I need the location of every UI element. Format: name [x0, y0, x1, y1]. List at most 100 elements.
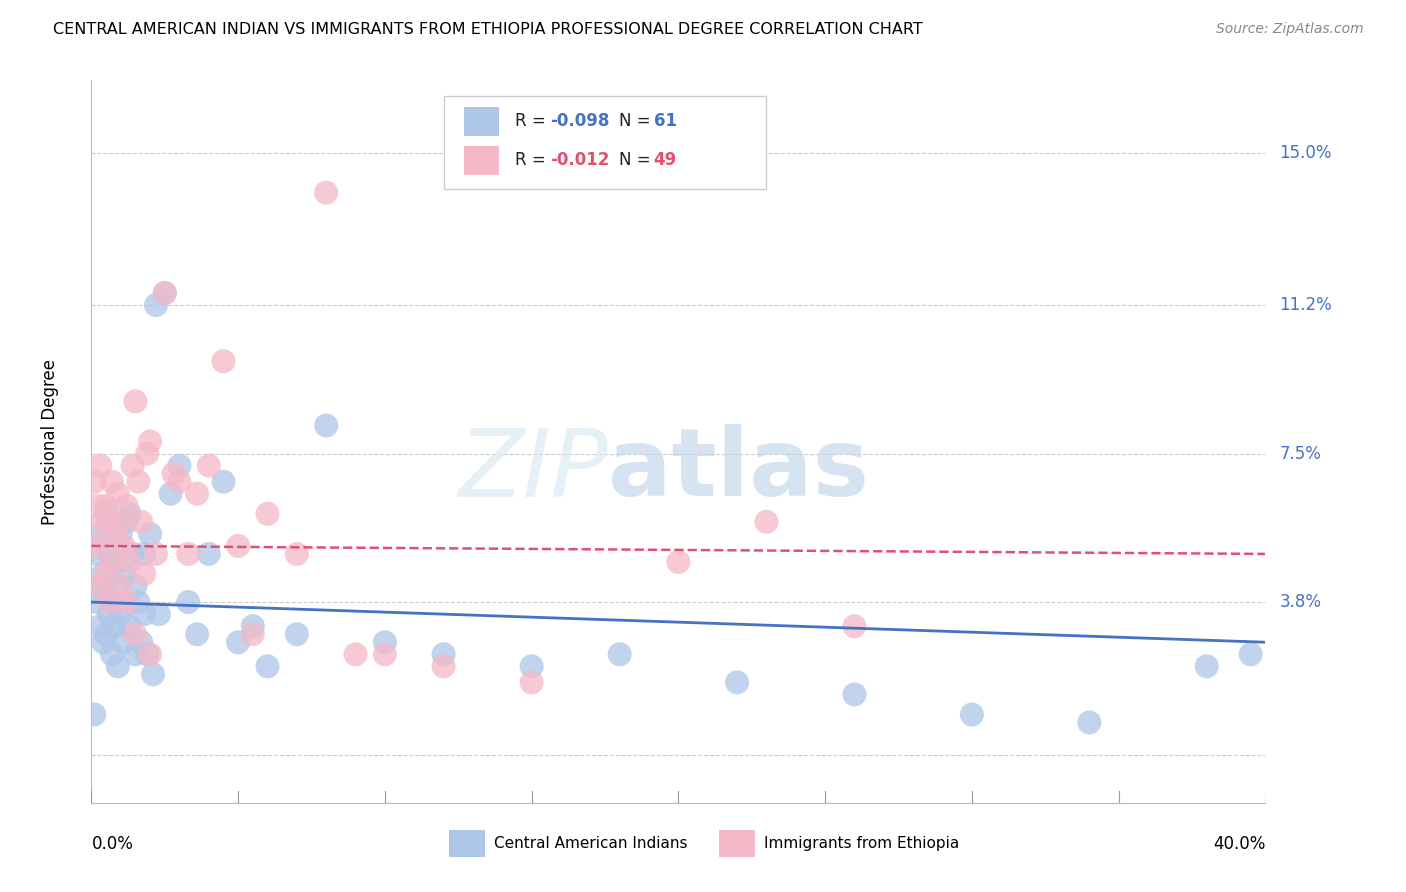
FancyBboxPatch shape — [443, 96, 766, 189]
Point — [115, 595, 138, 609]
Point — [212, 354, 235, 368]
Point — [107, 659, 129, 673]
Point — [89, 619, 111, 633]
Point — [98, 547, 121, 561]
Text: ZIP: ZIP — [458, 425, 607, 516]
Text: Central American Indians: Central American Indians — [494, 836, 688, 851]
Point — [91, 567, 114, 582]
FancyBboxPatch shape — [464, 107, 499, 136]
Point — [86, 595, 108, 609]
Text: 15.0%: 15.0% — [1279, 144, 1331, 161]
Point — [960, 707, 983, 722]
Point — [844, 619, 866, 633]
Point — [101, 475, 124, 489]
Point — [127, 595, 149, 609]
Text: atlas: atlas — [607, 425, 869, 516]
Point — [520, 659, 543, 673]
Text: R =: R = — [515, 112, 551, 130]
Point — [177, 595, 200, 609]
Point — [118, 507, 141, 521]
Point — [104, 526, 127, 541]
Text: Immigrants from Ethiopia: Immigrants from Ethiopia — [763, 836, 959, 851]
Point — [110, 579, 132, 593]
Point — [94, 567, 117, 582]
Point — [101, 555, 124, 569]
Text: -0.098: -0.098 — [550, 112, 610, 130]
Point — [432, 648, 454, 662]
Point — [136, 447, 159, 461]
Point — [197, 458, 219, 473]
Point — [107, 579, 129, 593]
Point — [226, 635, 249, 649]
Text: -0.012: -0.012 — [550, 152, 610, 169]
Point — [242, 619, 264, 633]
Text: 3.8%: 3.8% — [1279, 593, 1322, 611]
Point — [98, 607, 121, 622]
Point — [121, 547, 143, 561]
Point — [186, 627, 208, 641]
Point — [104, 555, 127, 569]
Text: Source: ZipAtlas.com: Source: ZipAtlas.com — [1216, 22, 1364, 37]
Point — [124, 627, 146, 641]
Point — [755, 515, 778, 529]
Point — [145, 298, 167, 312]
Point — [844, 687, 866, 701]
Point — [110, 607, 132, 622]
Text: Professional Degree: Professional Degree — [41, 359, 59, 524]
Point — [124, 394, 146, 409]
Point — [374, 635, 396, 649]
Point — [134, 567, 156, 582]
Point — [315, 186, 337, 200]
Text: 0.0%: 0.0% — [91, 835, 134, 853]
Point — [94, 507, 117, 521]
Point — [242, 627, 264, 641]
Point — [159, 487, 181, 501]
Text: 49: 49 — [654, 152, 678, 169]
Point — [124, 648, 146, 662]
Point — [162, 467, 184, 481]
Point — [89, 458, 111, 473]
Text: N =: N = — [619, 112, 655, 130]
Point — [177, 547, 200, 561]
Point — [129, 635, 152, 649]
Point — [110, 526, 132, 541]
Point — [134, 607, 156, 622]
Text: 61: 61 — [654, 112, 676, 130]
Point — [169, 458, 191, 473]
Point — [139, 434, 162, 449]
Text: 7.5%: 7.5% — [1279, 444, 1322, 463]
Point — [136, 648, 159, 662]
Text: 40.0%: 40.0% — [1213, 835, 1265, 853]
Point — [134, 547, 156, 561]
Point — [186, 487, 208, 501]
Point — [520, 675, 543, 690]
Point — [91, 635, 114, 649]
Point — [101, 648, 124, 662]
Point — [91, 515, 114, 529]
Point — [118, 619, 141, 633]
Point — [107, 487, 129, 501]
Point — [344, 648, 367, 662]
FancyBboxPatch shape — [450, 830, 485, 857]
Point — [112, 567, 135, 582]
Point — [145, 547, 167, 561]
Point — [124, 579, 146, 593]
Point — [83, 707, 105, 722]
Point — [94, 587, 117, 601]
Point — [112, 635, 135, 649]
Point — [89, 579, 111, 593]
Point — [89, 579, 111, 593]
Text: CENTRAL AMERICAN INDIAN VS IMMIGRANTS FROM ETHIOPIA PROFESSIONAL DEGREE CORRELAT: CENTRAL AMERICAN INDIAN VS IMMIGRANTS FR… — [53, 22, 924, 37]
Point — [315, 418, 337, 433]
Point — [129, 515, 152, 529]
Point — [169, 475, 191, 489]
Point — [1195, 659, 1218, 673]
Point — [226, 539, 249, 553]
Point — [121, 458, 143, 473]
Point — [256, 659, 278, 673]
Point — [197, 547, 219, 561]
Point — [98, 595, 121, 609]
Point — [285, 547, 308, 561]
Point — [115, 515, 138, 529]
Point — [110, 515, 132, 529]
